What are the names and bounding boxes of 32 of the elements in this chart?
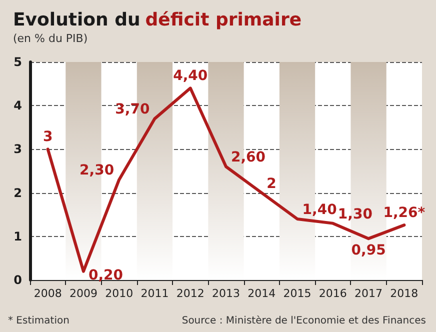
x-tick-label: 2008 [34,287,62,300]
data-label: 3,70 [115,102,150,118]
chart-title: Evolution du déficit primaire [13,10,302,30]
data-label: 0,95 [351,242,386,259]
x-tick-label: 2012 [176,287,204,300]
x-tick-label: 2016 [318,287,347,300]
x-tick-label: 2010 [105,287,134,300]
x-tick-label: 2009 [69,287,98,300]
data-label: 2,30 [80,162,114,179]
data-label: 1,40 [302,202,338,218]
data-label: 0,20 [88,267,124,284]
data-label: 4,40 [173,68,208,84]
data-label: 2 [266,176,276,192]
x-tick-label: 2014 [248,287,276,300]
chart-subtitle: (en % du PIB) [13,32,88,45]
data-label: 2,60 [231,150,266,166]
y-tick-label: 3 [14,142,22,156]
text: * Estimation [8,316,70,326]
x-tick-label: 2013 [212,287,240,300]
data-label: 3 [42,129,53,146]
y-tick-label: 1 [14,229,22,244]
y-tick-label: 2 [14,186,22,200]
y-tick-label: 0 [14,273,22,287]
source-note: Source : Ministère de l'Economie et des Finances [182,316,426,326]
y-tick-label: 5 [14,55,22,69]
data-label: 1,26* [383,205,426,222]
x-tick-label: 2017 [354,287,383,300]
x-tick-label: 2011 [140,287,169,300]
x-tick-label: 2015 [283,287,312,300]
x-tick-label: 2018 [390,287,418,300]
y-tick-label: 4 [14,98,22,113]
data-label: 1,30 [338,206,373,222]
